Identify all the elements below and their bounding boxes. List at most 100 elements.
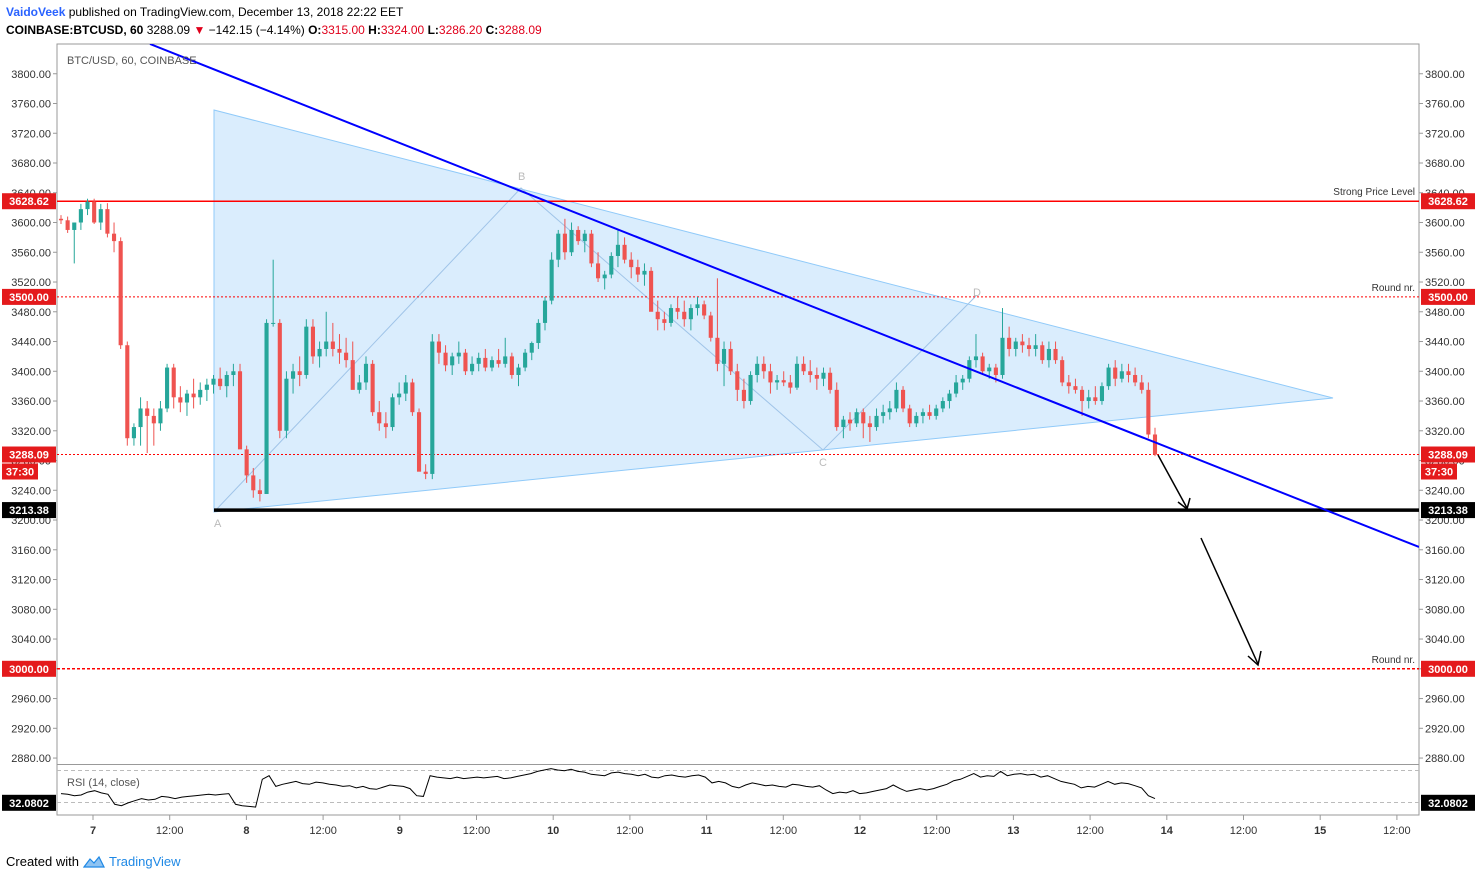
- candle-body: [1080, 389, 1085, 402]
- price-tags: 3628.62 3628.62 3500.00 3500.00 3288.09 3288.…: [2, 193, 1475, 811]
- candle-body: [542, 300, 548, 323]
- y-tick-label-right: 3600.00: [1425, 218, 1465, 230]
- y-tick-label-left: 3080.00: [11, 604, 51, 616]
- y-tick-label-left: 2880.00: [11, 753, 51, 765]
- candle-body: [562, 233, 567, 253]
- candle-body: [576, 229, 581, 242]
- candle-body: [1126, 371, 1131, 375]
- countdown-text-left: 37:30: [6, 467, 34, 479]
- candle-body: [1139, 382, 1144, 390]
- candle-body: [788, 382, 793, 388]
- candle-body: [151, 415, 156, 424]
- candle-body: [927, 412, 932, 416]
- candle-body: [503, 356, 508, 364]
- y-tick-label-right: 3720.00: [1425, 128, 1465, 140]
- candle-body: [642, 270, 647, 275]
- arrow-1-head: [1177, 497, 1191, 511]
- price-tag-left-text: 3288.09: [9, 450, 49, 462]
- candle-body: [748, 374, 753, 402]
- candle-body: [662, 319, 667, 323]
- candle-body: [688, 308, 693, 320]
- y-tick-label-left: 3760.00: [11, 99, 51, 111]
- tradingview-brand[interactable]: TradingView: [108, 854, 181, 869]
- high-value: 3324.00: [380, 23, 425, 37]
- descending-trendline[interactable]: [149, 44, 1419, 548]
- candle-body: [655, 311, 660, 320]
- y-tick-label-right: 3560.00: [1425, 247, 1465, 259]
- high-label: H:: [368, 23, 381, 37]
- candle-body: [761, 363, 766, 372]
- candle-body: [357, 382, 362, 390]
- candle-body: [158, 408, 163, 424]
- candle-body: [430, 341, 435, 474]
- candle-body: [993, 367, 998, 375]
- candle-body: [337, 348, 342, 353]
- price-level-note: Round nr.: [1372, 283, 1415, 294]
- x-tick-label: 12:00: [156, 825, 184, 837]
- candle-body: [165, 367, 170, 409]
- candle-body: [775, 380, 780, 383]
- candle-body: [363, 363, 369, 383]
- candle-body: [198, 389, 203, 398]
- y-tick-label-left: 3680.00: [11, 158, 51, 170]
- candle-body: [443, 352, 448, 366]
- down-triangle-icon: ▼: [193, 23, 206, 37]
- candle-body: [828, 372, 833, 390]
- candle-body: [284, 378, 289, 431]
- symbol-line: COINBASE:BTCUSD, 60 3288.09 ▼ −142.15 (−…: [6, 23, 542, 37]
- x-tick-label: 11: [701, 825, 713, 837]
- price-tag-right-text: 3500.00: [1428, 292, 1468, 304]
- y-tick-label-right: 3440.00: [1425, 337, 1465, 349]
- y-tick-label-left: 3320.00: [11, 426, 51, 438]
- y-tick-label-left: 3160.00: [11, 545, 51, 557]
- y-tick-label-right: 3320.00: [1425, 426, 1465, 438]
- candle-body: [416, 412, 422, 472]
- candle-body: [85, 201, 90, 210]
- candle-body: [184, 393, 190, 403]
- y-tick-label-left: 3600.00: [11, 218, 51, 230]
- candle-body: [721, 348, 727, 364]
- x-tick-label: 12:00: [463, 825, 491, 837]
- candle-body: [755, 363, 760, 375]
- candle-body: [595, 263, 601, 279]
- author-link[interactable]: VaidoVeek: [6, 5, 66, 19]
- candle-body: [854, 412, 859, 424]
- price-levels: Strong Price Level Round nr. Round nr.: [57, 187, 1419, 670]
- candle-body: [668, 308, 674, 323]
- price-tag-right-text: 3213.38: [1428, 505, 1468, 517]
- candle-body: [980, 356, 985, 372]
- candle-body: [72, 222, 77, 230]
- arrow-2-head: [1247, 650, 1262, 667]
- candle-body: [297, 371, 302, 375]
- candle-body: [675, 308, 680, 312]
- candle-body: [403, 382, 408, 394]
- pattern-point-c: C: [819, 457, 827, 469]
- y-tick-label-right: 2880.00: [1425, 753, 1465, 765]
- price-tag-right: [1421, 288, 1475, 305]
- candle-body: [649, 270, 654, 312]
- candle-body: [549, 259, 554, 301]
- y-tick-label-left: 3040.00: [11, 634, 51, 646]
- candle-body: [973, 356, 979, 361]
- x-tick-label: 7: [90, 825, 96, 837]
- candle-body: [118, 241, 123, 346]
- x-tick-label: 12: [854, 825, 866, 837]
- footer: Created with TradingView: [6, 854, 181, 869]
- x-tick-label: 9: [397, 825, 403, 837]
- candle-body: [947, 393, 952, 402]
- rsi-tag-right: [1421, 794, 1475, 811]
- x-tick-label: 12:00: [923, 825, 951, 837]
- price-tag-left: [2, 502, 56, 519]
- y-tick-label-left: 2960.00: [11, 694, 51, 706]
- candle-body: [1146, 389, 1151, 435]
- candle-body: [58, 218, 64, 221]
- price-tag-right: [1421, 660, 1475, 677]
- close-label: C:: [485, 23, 499, 37]
- rsi-label: RSI (14, close): [67, 777, 140, 789]
- countdown-tag-left: [2, 463, 38, 480]
- candle-body: [1000, 337, 1005, 375]
- candle-body: [1013, 341, 1018, 349]
- price-tag-right: [1421, 446, 1475, 463]
- candle-body: [602, 274, 607, 279]
